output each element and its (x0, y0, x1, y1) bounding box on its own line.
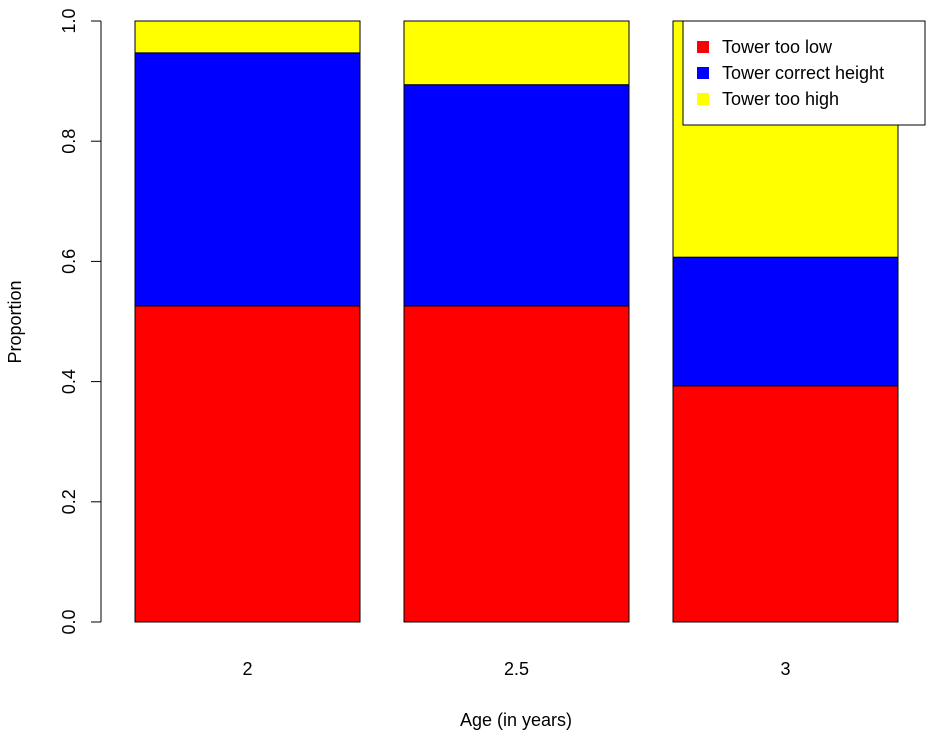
bar-segment-2-series-1 (134, 52, 361, 307)
y-tick-label: 0.6 (59, 249, 79, 274)
x-tick-label: 2.5 (504, 659, 529, 679)
bar-segment-2-series-2 (134, 20, 361, 54)
legend-swatch (697, 93, 709, 105)
legend-label: Tower correct height (722, 63, 884, 83)
bar-segment-2-series-0 (134, 305, 361, 623)
legend-swatch (697, 67, 709, 79)
legend-label: Tower too high (722, 89, 839, 109)
y-tick-label: 0.4 (59, 369, 79, 394)
bars-group (134, 20, 899, 623)
y-tick-label: 0.2 (59, 489, 79, 514)
y-tick-label: 1.0 (59, 8, 79, 33)
x-axis-label: Age (in years) (460, 710, 572, 730)
y-tick-label: 0.8 (59, 129, 79, 154)
x-tick-label: 3 (780, 659, 790, 679)
x-tick-label: 2 (242, 659, 252, 679)
x-axis: 2 2.5 3 (242, 659, 790, 679)
bar-segment-3-series-0 (672, 385, 899, 623)
bar-segment-2.5-series-1 (403, 84, 630, 307)
legend: Tower too low Tower correct height Tower t… (682, 20, 926, 126)
bar-segment-3-series-1 (672, 256, 899, 387)
y-axis: 0.0 0.2 0.4 0.6 0.8 1.0 (59, 8, 102, 635)
bar-segment-2.5-series-0 (403, 305, 630, 623)
legend-label: Tower too low (722, 37, 833, 57)
y-axis-label: Proportion (5, 280, 25, 363)
bar-segment-2.5-series-2 (403, 20, 630, 86)
y-tick-label: 0.0 (59, 609, 79, 634)
legend-box (682, 20, 926, 126)
legend-swatch (697, 41, 709, 53)
